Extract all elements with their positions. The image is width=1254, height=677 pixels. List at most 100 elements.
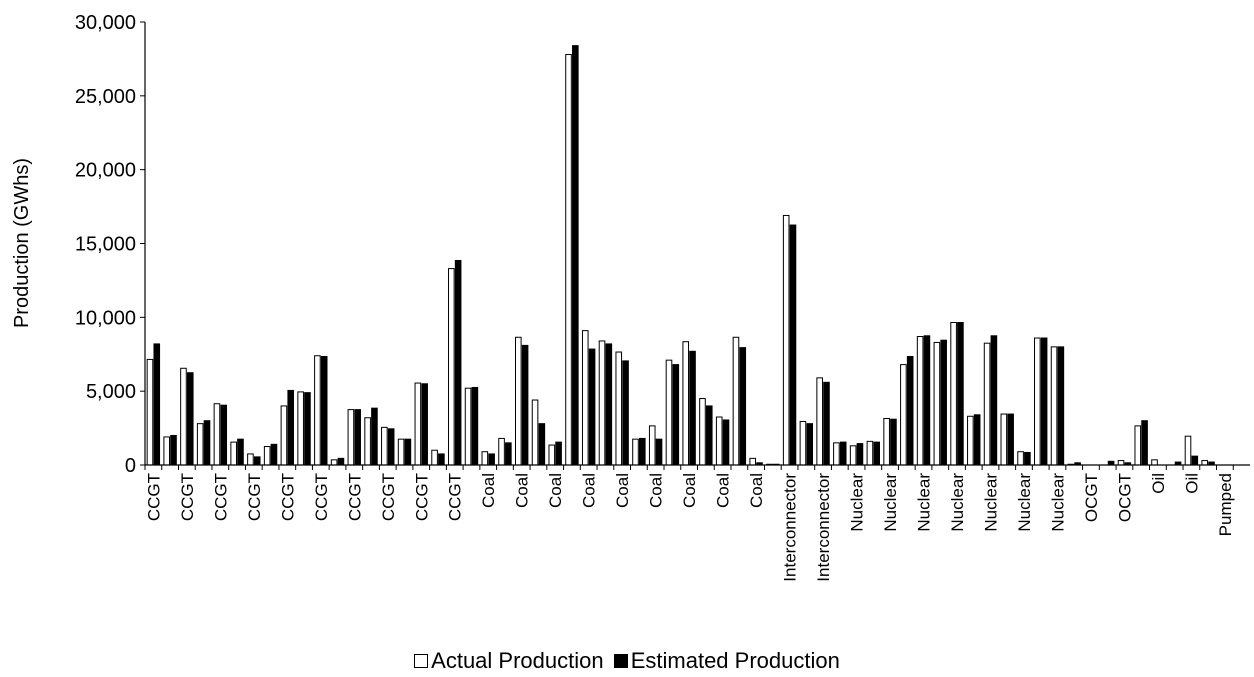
estimated-production-bar [220, 404, 228, 466]
actual-production-bar [1201, 460, 1209, 466]
actual-production-bar [1134, 425, 1142, 466]
actual-production-bar [146, 358, 154, 466]
y-tick-label: 25,000 [75, 86, 136, 108]
actual-production-bar [163, 436, 171, 466]
estimated-production-bar [906, 355, 914, 466]
estimated-production-bar [705, 405, 713, 466]
actual-production-bar [715, 416, 723, 466]
x-tick-label: Coal [647, 473, 666, 508]
actual-production-bar [230, 441, 237, 466]
x-tick-label: Coal [546, 473, 565, 508]
estimated-production-bar [387, 428, 395, 466]
actual-production-bar [397, 438, 405, 466]
actual-production-bar [1184, 435, 1192, 466]
estimated-production-bar [588, 348, 596, 466]
bars [146, 45, 1215, 466]
x-tick-label: CCGT [245, 473, 264, 521]
legend: Actual Production Estimated Production [0, 648, 1254, 674]
actual-production-bar [565, 53, 572, 466]
actual-production-bar [900, 364, 907, 466]
estimated-production-bar [672, 364, 680, 466]
actual-production-bar [431, 449, 438, 466]
x-tick-label: CCGT [446, 473, 465, 521]
y-tick-label: 15,000 [75, 234, 136, 256]
x-tick-label: Pumped [1216, 473, 1235, 536]
actual-production-bar [1050, 346, 1058, 466]
actual-production-bar [782, 214, 790, 466]
y-axis-title: Production (GWhs) [11, 158, 33, 328]
estimated-production-bar [203, 420, 211, 466]
actual-production-bar [732, 336, 740, 466]
y-tick-label: 0 [125, 455, 136, 477]
actual-production-bar [699, 398, 706, 466]
estimated-production-bar [572, 45, 579, 466]
estimated-production-bar [454, 259, 462, 466]
estimated-production-bar [655, 438, 663, 466]
actual-production-bar [682, 341, 690, 466]
estimated-production-bar [421, 383, 428, 466]
actual-production-bar [414, 382, 422, 466]
estimated-production-bar [1024, 451, 1031, 466]
actual-production-bar [180, 367, 187, 466]
x-axis-labels: CCGT CCGT CCGT CCGT CCGT CCGT CCGT CCGT CCGT CCGT… [144, 465, 1235, 582]
actual-production-bar [498, 437, 505, 466]
estimated-production-bar [1040, 337, 1048, 466]
estimated-production-bar [304, 392, 311, 466]
estimated-production-bar [320, 355, 328, 466]
estimated-production-bar [689, 350, 696, 466]
x-tick-label: CCGT [379, 473, 398, 521]
actual-production-bar [665, 359, 673, 466]
estimated-production-bar [538, 423, 546, 466]
estimated-production-bar [404, 438, 412, 466]
x-tick-label: Oil [1149, 473, 1168, 494]
actual-production-bar [330, 459, 338, 466]
actual-production-bar [883, 417, 890, 466]
x-tick-label: Coal [680, 473, 699, 508]
legend-item-estimated: Estimated Production [613, 648, 840, 674]
actual-production-bar [364, 417, 371, 466]
estimated-production-bar [1191, 455, 1199, 466]
actual-production-bar [933, 341, 941, 466]
actual-production-bar [1151, 459, 1158, 466]
actual-production-bar [799, 420, 807, 466]
estimated-production-bar [354, 409, 361, 466]
estimated-production-bar [605, 343, 613, 466]
estimated-production-bar [186, 372, 194, 466]
estimated-production-bar [890, 418, 897, 466]
actual-production-bar [749, 457, 757, 466]
estimated-production-bar [639, 437, 646, 466]
estimated-production-bar [722, 419, 730, 466]
actual-production-bar [950, 322, 957, 466]
legend-item-actual: Actual Production [414, 648, 604, 674]
estimated-production-bar [270, 443, 278, 466]
x-tick-label: Coal [613, 473, 632, 508]
estimated-production-bar [739, 347, 747, 466]
actual-production-bar [615, 351, 623, 466]
actual-production-bar [297, 391, 304, 466]
legend-label-actual: Actual Production [431, 648, 604, 673]
x-tick-label: CCGT [345, 473, 364, 521]
estimated-production-bar [521, 344, 529, 466]
x-tick-label: CCGT [278, 473, 297, 521]
actual-production-bar [967, 415, 974, 466]
estimated-production-bar [940, 339, 947, 466]
x-tick-label: CCGT [412, 473, 431, 521]
legend-swatch-actual [414, 654, 429, 668]
actual-production-bar [263, 446, 271, 466]
estimated-production-bar [488, 453, 495, 466]
y-axis-title-group: Production (GWhs) [11, 158, 33, 328]
y-axis-ticks: 0 5,000 10,000 15,000 20,000 25,000 30,000 [75, 12, 145, 477]
estimated-production-bar [337, 457, 345, 466]
actual-production-bar [481, 451, 489, 466]
estimated-production-bar [471, 386, 479, 466]
estimated-production-bar [1141, 420, 1148, 466]
y-tick-label: 5,000 [86, 381, 136, 403]
x-tick-label: CCGT [211, 473, 230, 521]
estimated-production-bar [153, 343, 161, 466]
estimated-production-bar [170, 434, 177, 466]
estimated-production-bar [957, 322, 964, 466]
actual-production-bar [581, 330, 589, 466]
estimated-production-bar [371, 407, 378, 466]
actual-production-bar [1034, 337, 1041, 466]
